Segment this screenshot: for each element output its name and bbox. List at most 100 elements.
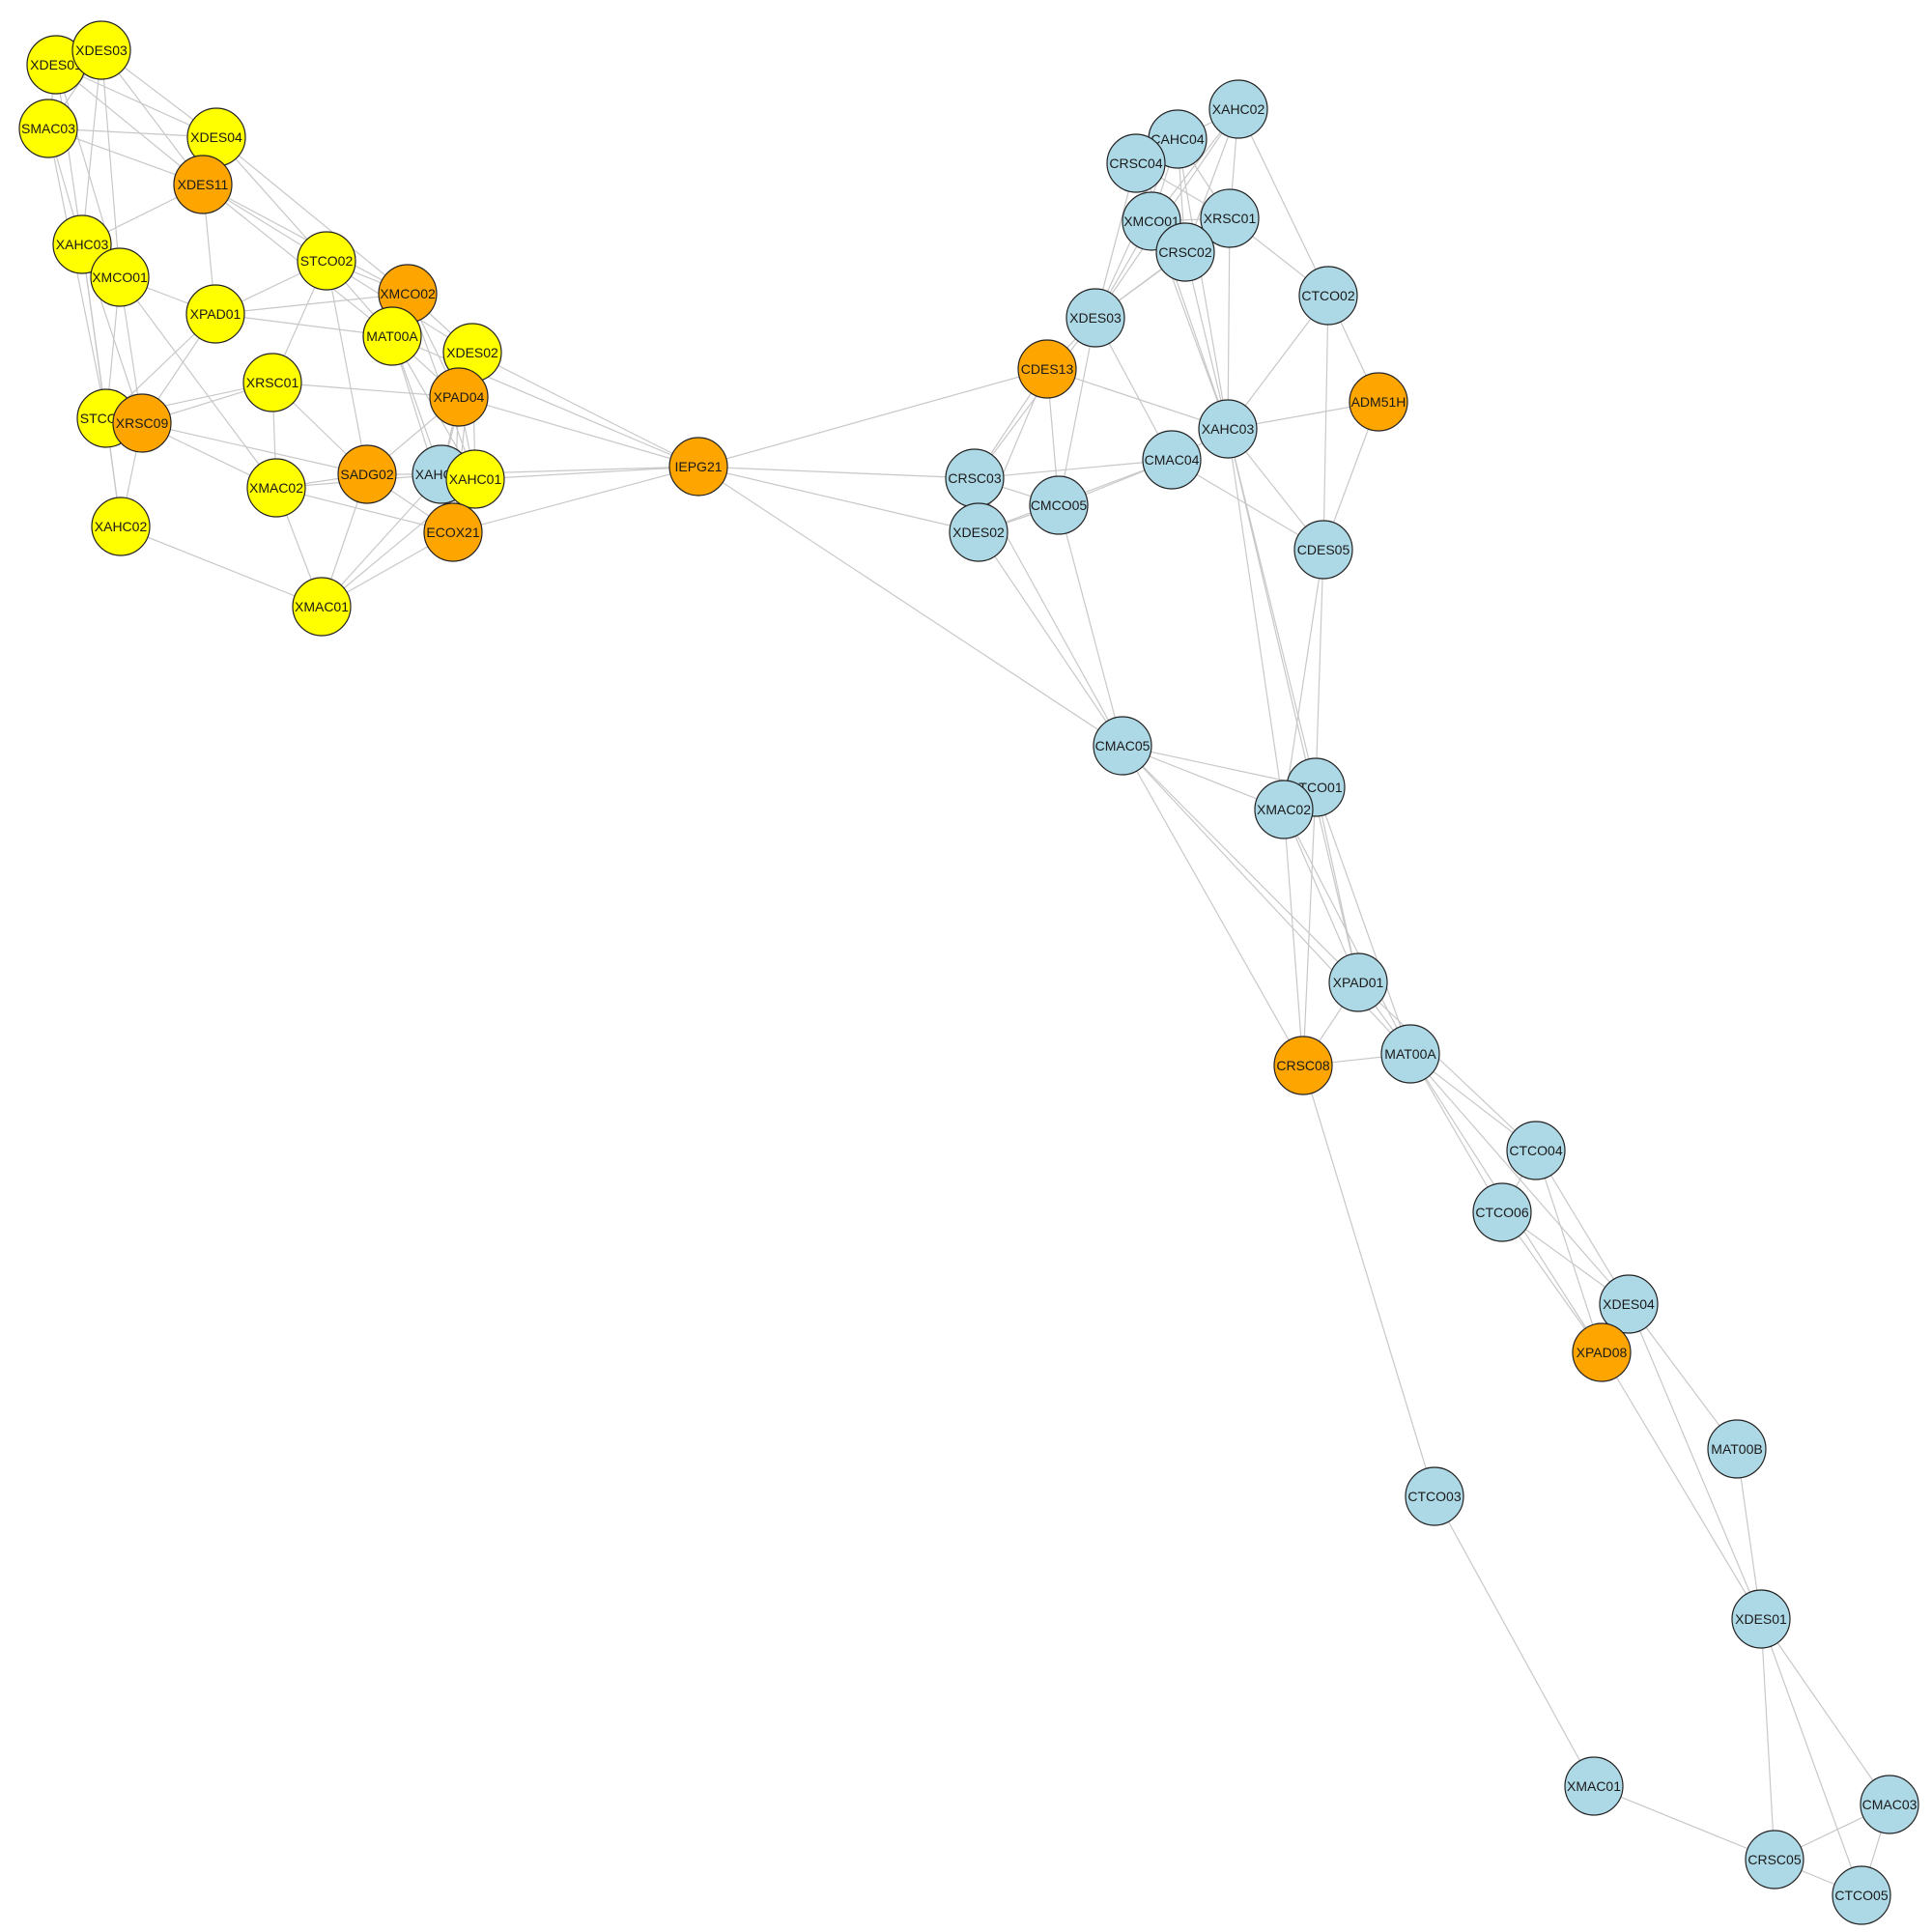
node-circle[interactable] [362,306,422,366]
node-circle[interactable] [1273,1036,1333,1095]
node-r-mat00a[interactable]: MAT00A [1380,1024,1440,1084]
node-r-adm51h[interactable]: ADM51H [1349,372,1408,432]
node-r-ctco03[interactable]: CTCO03 [1405,1466,1464,1526]
node-circle[interactable] [668,437,728,497]
node-circle[interactable] [242,353,302,412]
node-l-sadg02[interactable]: SADG02 [337,444,397,504]
node-circle[interactable] [1564,1756,1624,1816]
node-circle[interactable] [52,214,112,274]
node-l-xmac02[interactable]: XMAC02 [246,458,306,518]
node-circle[interactable] [429,367,489,427]
node-l-xrsc09[interactable]: XRSC09 [112,393,172,453]
node-l-xahc02[interactable]: XAHC02 [91,497,151,556]
node-r-xdes01[interactable]: XDES01 [1731,1589,1791,1649]
node-r-crsc04[interactable]: CRSC04 [1106,133,1166,193]
node-circle[interactable] [1142,430,1202,490]
node-r-xdes02[interactable]: XDES02 [949,502,1009,562]
node-r-cmac03[interactable]: CMAC03 [1860,1775,1919,1834]
node-l-xmac01[interactable]: XMAC01 [292,577,352,637]
node-r-xrsc01[interactable]: XRSC01 [1200,188,1260,248]
node-iepg21[interactable]: IEPG21 [668,437,728,497]
node-circle[interactable] [1298,266,1358,326]
node-r-xahc02[interactable]: XAHC02 [1208,79,1268,139]
node-r-mat00b[interactable]: MAT00B [1707,1419,1767,1479]
node-circle[interactable] [1506,1121,1566,1180]
node-circle[interactable] [1293,520,1353,580]
node-r-crsc03[interactable]: CRSC03 [945,448,1005,508]
node-r-xdes04[interactable]: XDES04 [1599,1274,1659,1334]
node-circle[interactable] [173,155,233,214]
node-l-xpad01[interactable]: XPAD01 [185,284,245,344]
node-circle[interactable] [1198,399,1258,459]
node-r-xmac01[interactable]: XMAC01 [1564,1756,1624,1816]
node-circle[interactable] [1745,1830,1804,1889]
node-circle[interactable] [18,99,78,158]
node-l-mat00a[interactable]: MAT00A [362,306,422,366]
node-circle[interactable] [112,393,172,453]
node-circle[interactable] [1200,188,1260,248]
node-circle[interactable] [1572,1322,1632,1382]
node-circle[interactable] [1707,1419,1767,1479]
node-r-ctco04[interactable]: CTCO04 [1506,1121,1566,1180]
node-circle[interactable] [1017,339,1077,399]
node-circle[interactable] [1254,780,1314,839]
node-r-crsc08[interactable]: CRSC08 [1273,1036,1333,1095]
node-r-xdes03[interactable]: XDES03 [1065,288,1125,348]
node-circle[interactable] [185,284,245,344]
node-l-xpad04[interactable]: XPAD04 [429,367,489,427]
node-circle[interactable] [1731,1589,1791,1649]
node-r-xpad01[interactable]: XPAD01 [1328,952,1388,1012]
node-r-ctco02[interactable]: CTCO02 [1298,266,1358,326]
node-circle[interactable] [1380,1024,1440,1084]
node-r-xpad08[interactable]: XPAD08 [1572,1322,1632,1382]
node-circle[interactable] [1405,1466,1464,1526]
node-l-xdes04[interactable]: XDES04 [186,107,246,167]
node-circle[interactable] [337,444,397,504]
node-circle[interactable] [1155,222,1215,282]
node-circle[interactable] [1349,372,1408,432]
node-r-cdes13[interactable]: CDES13 [1017,339,1077,399]
node-r-crsc02[interactable]: CRSC02 [1155,222,1215,282]
node-r-ctco05[interactable]: CTCO05 [1832,1865,1891,1925]
node-circle[interactable] [445,449,505,509]
node-r-cmco05[interactable]: CMCO05 [1029,475,1089,535]
node-l-xmco01[interactable]: XMCO01 [90,247,150,307]
node-l-xahc03[interactable]: XAHC03 [52,214,112,274]
node-r-cdes05[interactable]: CDES05 [1293,520,1353,580]
node-l-xdes02[interactable]: XDES02 [442,323,502,383]
node-circle[interactable] [1065,288,1125,348]
node-circle[interactable] [71,20,131,80]
node-circle[interactable] [1029,475,1089,535]
node-circle[interactable] [1093,716,1152,776]
node-l-smac03[interactable]: SMAC03 [18,99,78,158]
node-l-xdes03[interactable]: XDES03 [71,20,131,80]
node-l-xdes01[interactable]: XDES01 [26,35,86,95]
node-l-xrsc01[interactable]: XRSC01 [242,353,302,412]
node-circle[interactable] [90,247,150,307]
node-r-xahc03[interactable]: XAHC03 [1198,399,1258,459]
node-l-xdes11[interactable]: XDES11 [173,155,233,214]
node-r-ctco06[interactable]: CTCO06 [1472,1182,1532,1242]
node-circle[interactable] [91,497,151,556]
node-circle[interactable] [292,577,352,637]
node-circle[interactable] [1208,79,1268,139]
node-circle[interactable] [1328,952,1388,1012]
node-circle[interactable] [423,502,483,562]
node-r-ctco01[interactable]: CTCO01 [1286,757,1346,817]
node-l-stco02[interactable]: STCO02 [297,231,356,291]
node-circle[interactable] [246,458,306,518]
node-l-xahc01[interactable]: XAHC01 [445,449,505,509]
node-circle[interactable] [1472,1182,1532,1242]
node-circle[interactable] [1832,1865,1891,1925]
node-circle[interactable] [1106,133,1166,193]
node-circle[interactable] [297,231,356,291]
node-r-xmac02[interactable]: XMAC02 [1254,780,1314,839]
node-circle[interactable] [1599,1274,1659,1334]
node-r-cmac04[interactable]: CMAC04 [1142,430,1202,490]
node-circle[interactable] [949,502,1009,562]
node-l-ecox21[interactable]: ECOX21 [423,502,483,562]
node-r-crsc05[interactable]: CRSC05 [1745,1830,1804,1889]
node-r-cmac05[interactable]: CMAC05 [1093,716,1152,776]
node-circle[interactable] [1860,1775,1919,1834]
